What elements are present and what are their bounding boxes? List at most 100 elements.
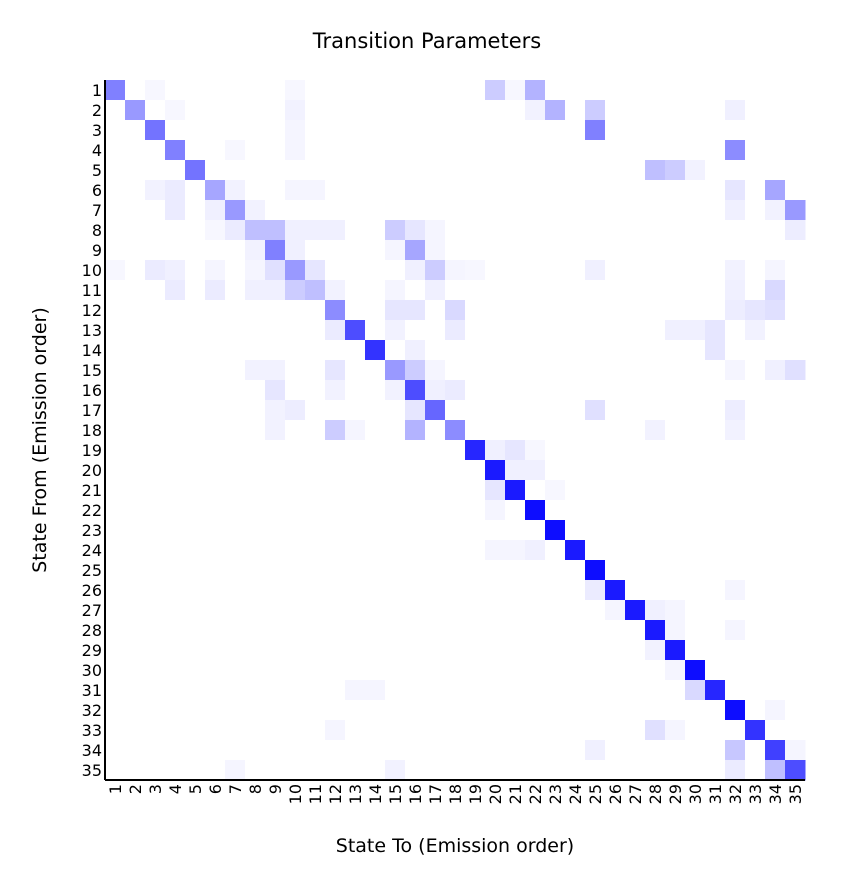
heatmap-cell: [585, 740, 606, 761]
heatmap-cell: [225, 740, 246, 761]
heatmap-cell: [145, 620, 166, 641]
heatmap-cell: [365, 760, 386, 781]
heatmap-cell: [705, 240, 726, 261]
heatmap-cell: [385, 460, 406, 481]
heatmap-cell: [245, 340, 266, 361]
heatmap-cell: [185, 500, 206, 521]
heatmap-cell: [345, 720, 366, 741]
heatmap-cell: [505, 460, 526, 481]
heatmap-cell: [185, 180, 206, 201]
heatmap-cell: [145, 200, 166, 221]
heatmap-cell: [185, 460, 206, 481]
heatmap-cell: [705, 660, 726, 681]
heatmap-cell: [605, 740, 626, 761]
heatmap-cell: [725, 380, 746, 401]
heatmap-cell: [285, 640, 306, 661]
heatmap-cell: [445, 540, 466, 561]
heatmap-cell: [125, 260, 146, 281]
heatmap-cell: [405, 80, 426, 101]
heatmap-cell: [785, 80, 806, 101]
heatmap-cell: [585, 440, 606, 461]
heatmap-cell: [505, 100, 526, 121]
heatmap-cell: [525, 560, 546, 581]
heatmap-cell: [325, 460, 346, 481]
heatmap-cell: [325, 380, 346, 401]
heatmap-cell: [265, 140, 286, 161]
heatmap-cell: [725, 200, 746, 221]
heatmap-cell: [785, 440, 806, 461]
heatmap-cell: [285, 340, 306, 361]
heatmap-cell: [585, 180, 606, 201]
heatmap-cell: [125, 600, 146, 621]
heatmap-cell: [345, 560, 366, 581]
heatmap-cell: [625, 200, 646, 221]
heatmap-cell: [145, 440, 166, 461]
heatmap-cell: [405, 740, 426, 761]
heatmap-cell: [325, 400, 346, 421]
heatmap-cell: [465, 280, 486, 301]
x-tick-label: 16: [406, 784, 425, 804]
heatmap-cell: [245, 480, 266, 501]
heatmap-cell: [645, 240, 666, 261]
heatmap-cell: [525, 140, 546, 161]
heatmap-cell: [505, 420, 526, 441]
heatmap-cell: [305, 340, 326, 361]
heatmap-cell: [625, 300, 646, 321]
heatmap-cell: [785, 260, 806, 281]
heatmap-cell: [205, 720, 226, 741]
heatmap-cell: [665, 440, 686, 461]
heatmap-cell: [505, 680, 526, 701]
heatmap-cell: [705, 680, 726, 701]
heatmap-cell: [565, 680, 586, 701]
heatmap-cell: [305, 180, 326, 201]
heatmap-cell: [765, 600, 786, 621]
heatmap-cell: [725, 760, 746, 781]
heatmap-cell: [525, 600, 546, 621]
heatmap-cell: [265, 300, 286, 321]
heatmap-cell: [705, 720, 726, 741]
heatmap-cell: [605, 80, 626, 101]
heatmap-cell: [405, 160, 426, 181]
heatmap-cell: [765, 320, 786, 341]
heatmap-cell: [465, 640, 486, 661]
heatmap-cell: [205, 300, 226, 321]
chart-title: Transition Parameters: [312, 29, 541, 53]
heatmap-cell: [585, 760, 606, 781]
heatmap-cell: [185, 400, 206, 421]
heatmap-cell: [365, 460, 386, 481]
heatmap-cell: [205, 100, 226, 121]
heatmap-cell: [245, 680, 266, 701]
heatmap-cell: [165, 440, 186, 461]
heatmap-cell: [545, 280, 566, 301]
heatmap-cell: [365, 720, 386, 741]
x-tick-label: 14: [366, 784, 385, 804]
heatmap-cell: [625, 580, 646, 601]
heatmap-cell: [325, 320, 346, 341]
heatmap-cell: [705, 560, 726, 581]
heatmap-cell: [365, 80, 386, 101]
heatmap-cell: [405, 760, 426, 781]
heatmap-cell: [465, 540, 486, 561]
heatmap-cell: [765, 180, 786, 201]
heatmap-cell: [585, 460, 606, 481]
heatmap-cell: [545, 80, 566, 101]
heatmap-cell: [365, 140, 386, 161]
heatmap-cell: [285, 480, 306, 501]
heatmap-cell: [645, 120, 666, 141]
heatmap-cell: [265, 420, 286, 441]
heatmap-cell: [185, 560, 206, 581]
heatmap-cell: [705, 340, 726, 361]
heatmap-cell: [125, 420, 146, 441]
heatmap-cell: [685, 600, 706, 621]
heatmap-cell: [225, 100, 246, 121]
heatmap-cell: [365, 200, 386, 221]
heatmap-cell: [465, 400, 486, 421]
heatmap-cell: [125, 720, 146, 741]
heatmap-cell: [765, 260, 786, 281]
heatmap-cell: [105, 100, 126, 121]
heatmap-cell: [445, 400, 466, 421]
heatmap-cell: [165, 380, 186, 401]
heatmap-cell: [585, 420, 606, 441]
heatmap-cell: [265, 660, 286, 681]
heatmap-cell: [125, 140, 146, 161]
